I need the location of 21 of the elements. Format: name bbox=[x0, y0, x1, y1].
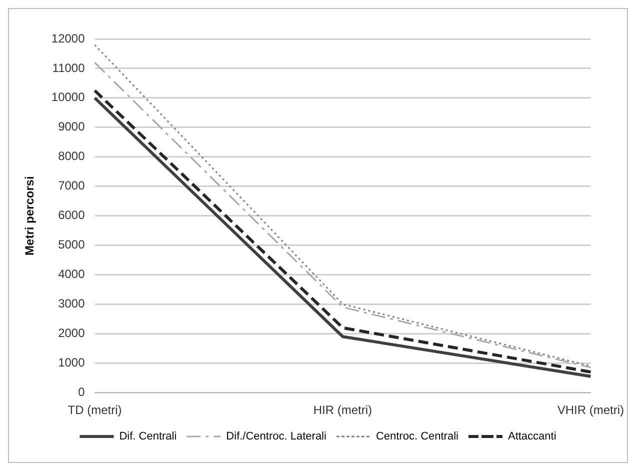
y-tick-label: 1000 bbox=[58, 355, 86, 370]
y-tick-label: 8000 bbox=[58, 149, 86, 164]
y-tick-label: 5000 bbox=[58, 238, 86, 252]
y-tick-label: 3000 bbox=[58, 296, 86, 311]
legend-label: Dif./Centroc. Laterali bbox=[226, 430, 326, 443]
y-tick-label: 4000 bbox=[58, 267, 86, 282]
legend-label: Centroc. Centrali bbox=[376, 430, 458, 443]
y-tick-label: 10000 bbox=[51, 90, 86, 104]
x-tick-label: VHIR (metri) bbox=[557, 403, 624, 418]
legend-label: Attaccanti bbox=[508, 430, 556, 443]
x-tick-label: TD (metri) bbox=[68, 403, 122, 418]
y-tick-label: 9000 bbox=[58, 120, 86, 134]
y-tick-label: 0 bbox=[78, 384, 86, 399]
y-axis-title: Metri percorsi bbox=[22, 176, 37, 256]
x-tick-label: HIR (metri) bbox=[313, 403, 372, 418]
y-tick-label: 11000 bbox=[52, 60, 86, 75]
legend-label: Dif. Centrali bbox=[119, 430, 177, 443]
y-tick-label: 2000 bbox=[58, 326, 86, 340]
y-tick-label: 12000 bbox=[51, 31, 86, 46]
y-tick-label: 6000 bbox=[58, 208, 86, 222]
y-tick-label: 7000 bbox=[58, 178, 86, 193]
